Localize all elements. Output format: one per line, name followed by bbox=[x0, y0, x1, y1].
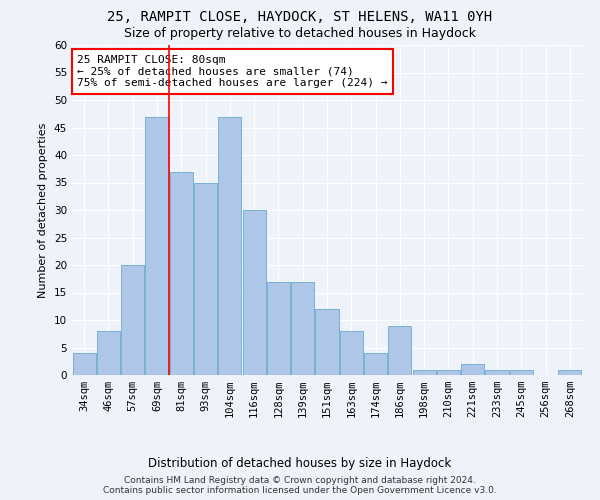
Text: Distribution of detached houses by size in Haydock: Distribution of detached houses by size … bbox=[148, 458, 452, 470]
Bar bbox=[291, 282, 314, 375]
Bar bbox=[194, 182, 217, 375]
Bar bbox=[340, 331, 363, 375]
Bar bbox=[559, 370, 581, 375]
Text: 25, RAMPIT CLOSE, HAYDOCK, ST HELENS, WA11 0YH: 25, RAMPIT CLOSE, HAYDOCK, ST HELENS, WA… bbox=[107, 10, 493, 24]
Bar bbox=[510, 370, 533, 375]
Bar bbox=[170, 172, 193, 375]
Bar bbox=[267, 282, 290, 375]
Bar bbox=[461, 364, 484, 375]
Bar bbox=[485, 370, 509, 375]
Bar bbox=[388, 326, 412, 375]
Text: 25 RAMPIT CLOSE: 80sqm
← 25% of detached houses are smaller (74)
75% of semi-det: 25 RAMPIT CLOSE: 80sqm ← 25% of detached… bbox=[77, 55, 388, 88]
Bar bbox=[121, 265, 144, 375]
Bar bbox=[413, 370, 436, 375]
Bar bbox=[145, 116, 169, 375]
Text: Contains HM Land Registry data © Crown copyright and database right 2024.
Contai: Contains HM Land Registry data © Crown c… bbox=[103, 476, 497, 495]
Text: Size of property relative to detached houses in Haydock: Size of property relative to detached ho… bbox=[124, 28, 476, 40]
Bar bbox=[97, 331, 120, 375]
Bar bbox=[73, 353, 95, 375]
Bar bbox=[437, 370, 460, 375]
Bar bbox=[242, 210, 266, 375]
Bar bbox=[218, 116, 241, 375]
Bar bbox=[364, 353, 387, 375]
Bar bbox=[316, 309, 338, 375]
Y-axis label: Number of detached properties: Number of detached properties bbox=[38, 122, 49, 298]
